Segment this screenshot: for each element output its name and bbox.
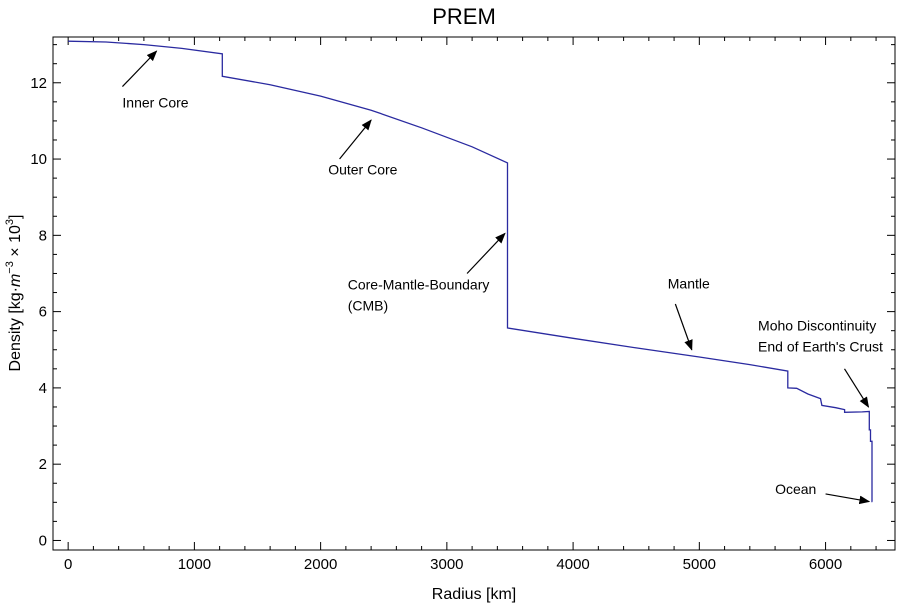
annotation: Mantle (668, 276, 710, 351)
x-tick-label: 6000 (809, 556, 842, 573)
annotation-arrow (121, 50, 158, 87)
x-axis-label: Radius [km] (432, 586, 516, 603)
annotation-arrow (843, 368, 870, 408)
annotation-arrow (674, 303, 693, 351)
annotation: Outer Core (328, 119, 398, 177)
plot-frame (52, 36, 896, 551)
x-axis-ticks: 0 1000 2000 3000 4000 5000 6000 (64, 37, 877, 573)
series-line-density (68, 40, 873, 503)
x-tick-label: 4000 (556, 556, 589, 573)
y-tick-label: 10 (30, 151, 47, 168)
y-axis-ticks: 0 2 4 6 8 10 12 (30, 44, 895, 549)
y-tick-label: 12 (30, 75, 47, 92)
x-tick-label: 0 (64, 556, 72, 573)
annotation-text: Outer Core (328, 161, 397, 177)
annotation-text: Moho Discontinuity (758, 318, 876, 334)
x-tick-label: 2000 (304, 556, 337, 573)
annotation: Ocean (775, 481, 871, 505)
annotations: Inner Core Outer Core Core-Mantle-Boundary… (121, 50, 883, 505)
annotation: Moho Discontinuity End of Earth's Crust (758, 318, 883, 408)
annotation-arrow (825, 493, 871, 505)
chart-title: PREM (432, 4, 496, 29)
annotation-arrow (466, 232, 506, 274)
annotation-arrow (339, 119, 372, 160)
y-tick-label: 4 (39, 380, 47, 397)
annotation-text: Inner Core (122, 95, 188, 111)
x-tick-label: 3000 (430, 556, 463, 573)
annotation-text: Core-Mantle-Boundary (348, 276, 490, 292)
y-axis-label: Density [kg·m−3 × 103] (4, 215, 24, 372)
annotation-text: Ocean (775, 481, 816, 497)
annotation-text: End of Earth's Crust (758, 339, 883, 355)
x-tick-label: 5000 (683, 556, 716, 573)
annotation-text: Mantle (668, 276, 710, 292)
y-tick-label: 2 (39, 456, 47, 473)
y-tick-label: 6 (39, 304, 47, 321)
annotation: Core-Mantle-Boundary (CMB) (348, 232, 506, 313)
annotation: Inner Core (121, 50, 189, 111)
x-tick-label: 1000 (178, 556, 211, 573)
y-tick-label: 0 (39, 532, 47, 549)
annotation-text: (CMB) (348, 297, 388, 313)
y-tick-label: 8 (39, 227, 47, 244)
